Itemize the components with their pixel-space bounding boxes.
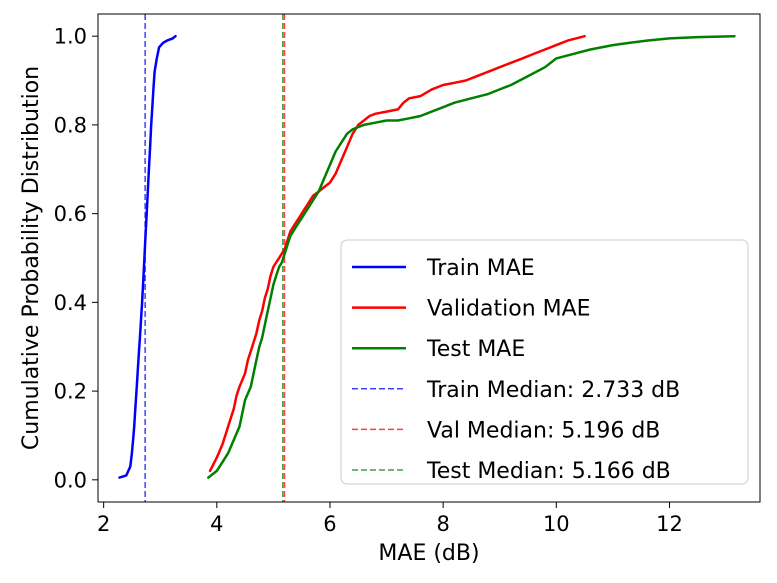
x-tick-label: 12 (656, 512, 683, 536)
legend-label: Test MAE (426, 337, 525, 362)
legend-label: Val Median: 5.196 dB (427, 418, 660, 443)
y-tick-label: 1.0 (54, 25, 87, 49)
y-tick-label: 0.2 (54, 380, 87, 404)
y-tick-label: 0.8 (54, 113, 87, 137)
series-line-validation-mae (208, 34, 586, 473)
x-axis-ticks: 2 4 6 8 10 12 (97, 502, 683, 536)
y-tick-label: 0.4 (54, 291, 87, 315)
y-axis-label: Cumulative Probability Distribution (19, 66, 44, 450)
x-tick-label: 2 (97, 512, 110, 536)
x-tick-label: 8 (436, 512, 449, 536)
y-axis-ticks: 0.0 0.2 0.4 0.6 0.8 1.0 (54, 25, 98, 492)
legend-label: Train Median: 2.733 dB (426, 378, 680, 403)
legend-label: Train MAE (426, 256, 535, 281)
series-line-test-mae (207, 34, 736, 479)
y-tick-label: 0.6 (54, 202, 87, 226)
x-tick-label: 6 (323, 512, 336, 536)
legend-box (340, 239, 749, 485)
y-tick-label: 0.0 (54, 468, 87, 492)
legend-label: Validation MAE (427, 297, 591, 322)
x-axis-label: MAE (dB) (378, 541, 479, 566)
legend: Train MAE Validation MAE Test MAE Train Med… (340, 239, 749, 485)
legend-label: Test Median: 5.166 dB (426, 459, 671, 484)
x-tick-label: 10 (543, 512, 570, 536)
median-lines (144, 14, 286, 502)
x-tick-label: 4 (210, 512, 223, 536)
plot-frame (97, 13, 761, 503)
series-lines (118, 34, 736, 479)
series-line-train-mae (118, 34, 177, 479)
